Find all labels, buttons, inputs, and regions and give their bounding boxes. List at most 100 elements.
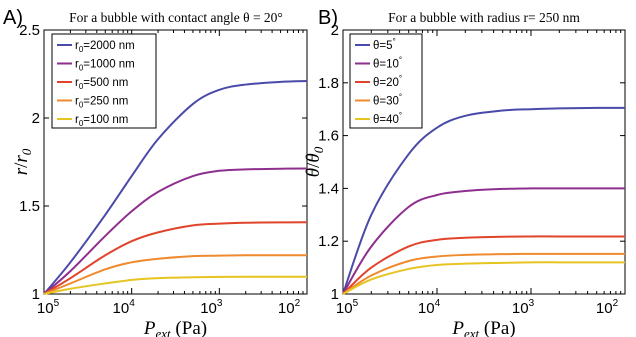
plot-frame xyxy=(43,29,308,295)
y-axis-symbol: θ xyxy=(303,153,324,162)
x-tick-label: 102 xyxy=(278,298,301,317)
series-line-3 xyxy=(342,252,625,295)
legend-name: θ=10 xyxy=(373,59,399,71)
x-axis-label: Pext (Pa) xyxy=(451,318,515,337)
y-tick-label: 1 xyxy=(331,286,339,303)
legend-name: θ=30 xyxy=(373,96,399,108)
legend-name-subscript: 0 xyxy=(79,119,84,128)
series-line-0 xyxy=(43,80,308,295)
legend-name: r xyxy=(75,40,79,52)
y-tick-label: 1.6 xyxy=(318,128,339,145)
legend-name: r xyxy=(75,114,79,126)
legend-entry: r0=250 nm xyxy=(75,96,128,110)
legend-name-rest: =2000 nm xyxy=(83,40,134,52)
x-tick-label: 105 xyxy=(37,298,60,317)
legend-degree: ° xyxy=(399,111,402,120)
series-line-1 xyxy=(43,167,308,295)
legend-degree: ° xyxy=(399,74,402,83)
chart-title: For a bubble with contact angle θ = 20° xyxy=(69,10,283,25)
y-tick-label: 1.8 xyxy=(318,75,339,92)
x-tick-base: 10 xyxy=(418,300,435,317)
legend-name-subscript: 0 xyxy=(79,45,84,54)
legend-name-subscript: 0 xyxy=(79,101,84,110)
y-axis-slash: / xyxy=(11,162,32,168)
x-tick-base: 10 xyxy=(336,300,353,317)
x-axis-symbol: P xyxy=(143,318,156,337)
panel-b: B) For a bubble with radius r= 250 nm 1 1.2… xyxy=(303,7,626,337)
plot-frame xyxy=(342,29,626,295)
x-tick-base: 10 xyxy=(596,300,613,317)
y-axis-slash: / xyxy=(303,162,324,168)
legend-name-rest: =1000 nm xyxy=(83,59,134,71)
legend-degree: ° xyxy=(399,56,402,65)
legend-entry: θ=20° xyxy=(373,74,402,89)
legend-degree: ° xyxy=(399,93,402,102)
y-axis-label: θ/θ0 xyxy=(303,146,326,177)
legend-entry: θ=5° xyxy=(373,37,396,52)
legend-name: θ=40 xyxy=(373,114,399,126)
x-tick-base: 10 xyxy=(37,300,54,317)
legend-entry: θ=10° xyxy=(373,56,402,71)
panel-a: A) For a bubble with contact angle θ = 20… xyxy=(3,7,308,337)
legend-entry: θ=40° xyxy=(373,111,402,126)
x-tick-exponent: 3 xyxy=(217,298,223,309)
x-tick-exponent: 2 xyxy=(613,298,619,309)
x-tick-exponent: 5 xyxy=(54,298,60,309)
series-line-4 xyxy=(342,261,625,295)
y-axis-subscript: 0 xyxy=(19,148,34,155)
legend-name-rest: =500 nm xyxy=(83,77,128,89)
legend-name-subscript: 0 xyxy=(79,64,84,73)
x-axis-unit: (Pa) xyxy=(171,318,207,337)
x-axis-label: Pext (Pa) xyxy=(143,318,207,337)
y-axis-label: r/r0 xyxy=(11,148,34,175)
series-line-2 xyxy=(43,221,308,295)
legend-name: r xyxy=(75,77,79,89)
x-axis-unit: (Pa) xyxy=(479,318,515,337)
y-tick-label: 1.4 xyxy=(318,180,339,197)
series-line-2 xyxy=(342,235,625,295)
y-axis-subscript: 0 xyxy=(311,146,326,153)
y-axis-symbol: r xyxy=(11,155,32,163)
legend-entry: r0=100 nm xyxy=(75,114,128,128)
x-tick-exponent: 5 xyxy=(353,298,359,309)
x-tick-base: 10 xyxy=(113,300,130,317)
legend-degree: ° xyxy=(393,37,396,46)
x-tick-label: 102 xyxy=(596,298,619,317)
legend-name: θ=5 xyxy=(373,40,393,52)
chart-title: For a bubble with radius r= 250 nm xyxy=(388,10,580,25)
y-tick-label: 1.2 xyxy=(318,233,339,250)
x-tick-exponent: 2 xyxy=(295,298,301,309)
x-tick-base: 10 xyxy=(200,300,217,317)
x-axis-subscript: ext xyxy=(464,326,480,337)
legend-name-rest: =100 nm xyxy=(83,114,128,126)
x-tick-label: 104 xyxy=(418,298,441,317)
x-axis-symbol: P xyxy=(451,318,464,337)
series-line-4 xyxy=(43,275,308,295)
series-line-0 xyxy=(342,106,626,295)
y-tick-label: 1.5 xyxy=(19,198,40,215)
legend-name: θ=20 xyxy=(373,77,399,89)
y-tick-label: 2 xyxy=(331,22,339,39)
legend-name: r xyxy=(75,59,79,71)
y-tick-label: 1 xyxy=(32,286,40,303)
x-tick-label: 103 xyxy=(200,298,223,317)
legend-entry: θ=30° xyxy=(373,93,402,108)
legend-name-rest: =250 nm xyxy=(83,96,128,108)
x-axis-subscript: ext xyxy=(156,326,172,337)
x-tick-exponent: 3 xyxy=(529,298,535,309)
legend-name-subscript: 0 xyxy=(79,82,84,91)
y-axis-symbol: r xyxy=(11,167,32,175)
x-tick-label: 104 xyxy=(113,298,136,317)
x-tick-exponent: 4 xyxy=(129,298,135,309)
x-tick-base: 10 xyxy=(278,300,295,317)
x-tick-base: 10 xyxy=(512,300,529,317)
x-tick-exponent: 4 xyxy=(435,298,441,309)
legend-entry: r0=2000 nm xyxy=(75,40,135,54)
legend-entry: r0=1000 nm xyxy=(75,59,135,73)
panel-label: A) xyxy=(3,7,23,29)
y-axis-symbol: θ xyxy=(303,168,324,177)
series-line-1 xyxy=(342,187,625,295)
x-tick-label: 103 xyxy=(512,298,535,317)
series-line-3 xyxy=(43,254,307,295)
